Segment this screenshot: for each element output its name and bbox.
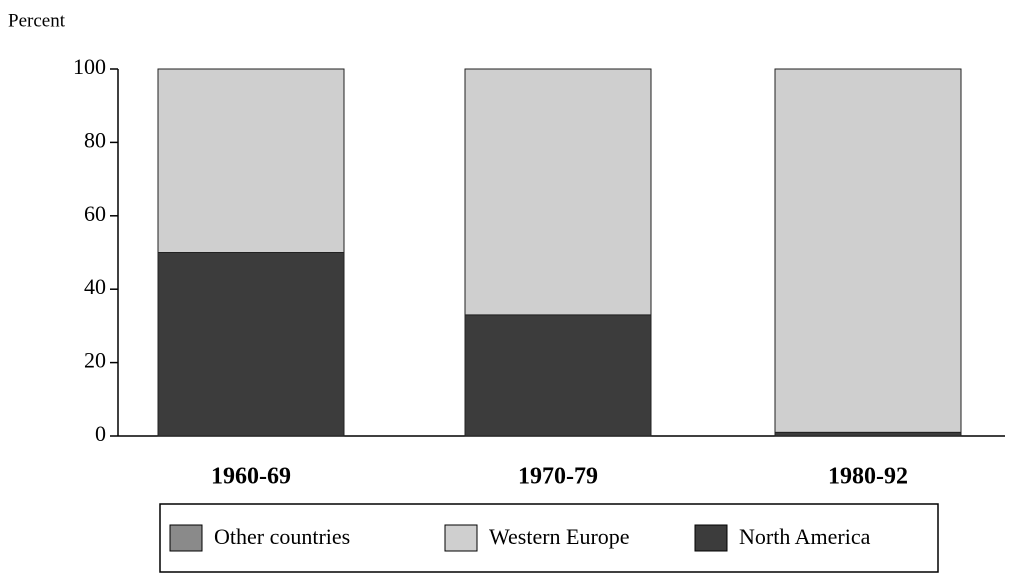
legend-box [159,503,939,573]
bar-segment [774,431,962,437]
bar-segment [157,68,345,253]
legend-label: Other countries [214,524,350,549]
y-tick-label: 60 [84,201,106,226]
y-tick-label: 20 [84,348,106,373]
bar-segment [774,68,962,433]
legend-swatch [444,524,478,552]
x-tick-label: 1970-79 [518,464,598,490]
x-tick-label: 1960-69 [211,464,291,490]
legend-swatch [694,524,728,552]
y-tick-label: 40 [84,274,106,299]
y-axis-label: Percent [8,10,66,31]
bar-segment [157,252,345,437]
x-tick-label: 1980-92 [828,464,908,490]
y-tick-label: 100 [73,54,106,79]
y-tick-label: 80 [84,127,106,152]
legend-swatch [169,524,203,552]
bar-segment [464,68,652,316]
legend-label: North America [739,524,871,549]
bar-segment [464,314,652,437]
y-tick-label: 0 [95,421,106,446]
legend-label: Western Europe [489,524,630,549]
